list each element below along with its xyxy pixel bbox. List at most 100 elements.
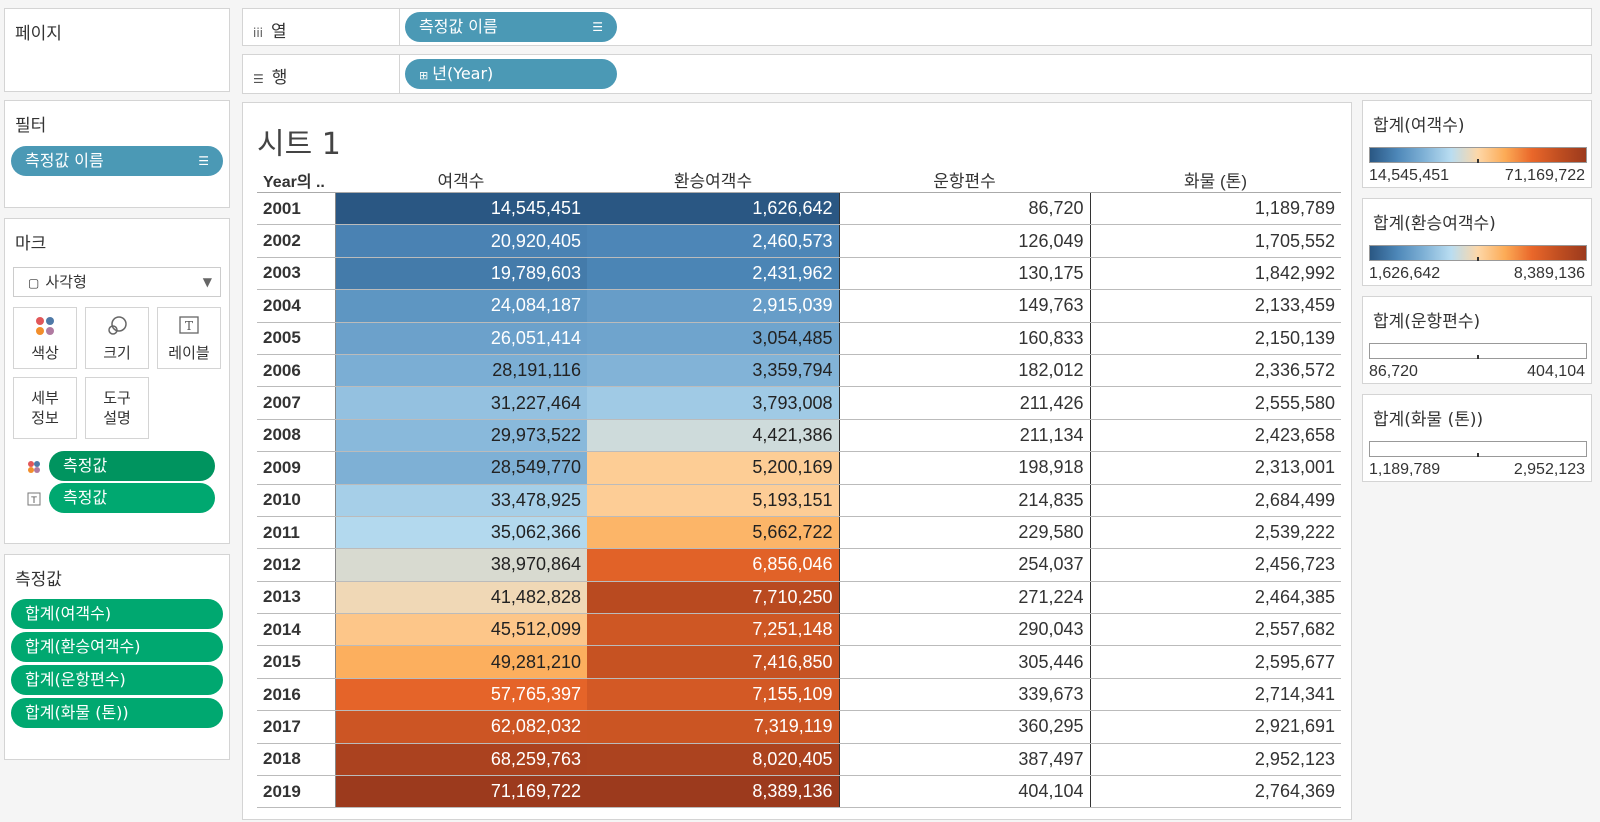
year-cell[interactable]: 2004 [257,289,336,323]
cargo-cell[interactable]: 2,539,222 [1090,516,1341,550]
year-cell[interactable]: 2005 [257,322,336,355]
rows-shelf[interactable]: ☰ 행 ⊞ 년(Year) [242,54,1592,94]
flights-cell[interactable]: 290,043 [839,613,1091,647]
passengers-cell[interactable]: 31,227,464 [335,386,587,420]
cargo-cell[interactable]: 2,952,123 [1090,743,1341,777]
flights-cell[interactable]: 149,763 [839,289,1091,323]
flights-cell[interactable]: 387,497 [839,743,1091,777]
passengers-cell[interactable]: 14,545,451 [335,192,587,226]
measure-pill[interactable]: 합계(화물 (톤)) [11,698,223,728]
transfer-cell[interactable]: 8,389,136 [587,775,840,809]
cargo-cell[interactable]: 2,555,580 [1090,386,1341,420]
measure-pill[interactable]: 합계(환승여객수) [11,632,223,662]
passengers-cell[interactable]: 28,549,770 [335,451,587,485]
measure-pill[interactable]: 합계(운항편수) [11,665,223,695]
year-cell[interactable]: 2018 [257,743,336,777]
cargo-cell[interactable]: 2,595,677 [1090,645,1341,679]
transfer-cell[interactable]: 7,416,850 [587,645,840,679]
transfer-column-header[interactable]: 환승여객수 [587,167,839,193]
transfer-cell[interactable]: 1,626,642 [587,192,840,226]
flights-cell[interactable]: 404,104 [839,775,1091,809]
transfer-cell[interactable]: 2,431,962 [587,257,840,291]
color-measure-values-pill[interactable]: 측정값 [49,451,215,481]
columns-shelf[interactable]: iii 열 측정값 이름 ☰ [242,8,1592,46]
year-cell[interactable]: 2010 [257,484,336,517]
transfer-cell[interactable]: 2,460,573 [587,224,840,258]
passengers-cell[interactable]: 57,765,397 [335,678,587,712]
passengers-cell[interactable]: 29,973,522 [335,419,587,453]
transfer-cell[interactable]: 7,710,250 [587,581,840,615]
cargo-cell[interactable]: 1,705,552 [1090,224,1341,258]
cargo-cell[interactable]: 2,456,723 [1090,548,1341,582]
transfer-cell[interactable]: 3,054,485 [587,322,840,355]
year-cell[interactable]: 2013 [257,581,336,615]
passengers-cell[interactable]: 41,482,828 [335,581,587,615]
cargo-cell[interactable]: 2,557,682 [1090,613,1341,647]
flights-cell[interactable]: 182,012 [839,354,1091,388]
cargo-cell[interactable]: 1,842,992 [1090,257,1341,291]
year-cell[interactable]: 2016 [257,678,336,712]
year-cell[interactable]: 2012 [257,548,336,582]
transfer-cell[interactable]: 7,251,148 [587,613,840,647]
year-cell[interactable]: 2007 [257,386,336,420]
flights-cell[interactable]: 254,037 [839,548,1091,582]
transfer-cell[interactable]: 4,421,386 [587,419,840,453]
passengers-cell[interactable]: 20,920,405 [335,224,587,258]
passengers-column-header[interactable]: 여객수 [335,167,587,193]
year-cell[interactable]: 2003 [257,257,336,291]
cargo-cell[interactable]: 2,921,691 [1090,710,1341,744]
transfer-cell[interactable]: 5,193,151 [587,484,840,517]
flights-cell[interactable]: 160,833 [839,322,1091,355]
year-cell[interactable]: 2015 [257,645,336,679]
mark-type-dropdown[interactable]: ▢ 사각형 ▼ [13,267,221,297]
passengers-cell[interactable]: 33,478,925 [335,484,587,517]
transfer-cell[interactable]: 5,662,722 [587,516,840,550]
year-cell[interactable]: 2011 [257,516,336,550]
color-card[interactable]: 색상 [13,307,77,369]
year-cell[interactable]: 2002 [257,224,336,258]
flights-cell[interactable]: 271,224 [839,581,1091,615]
label-measure-values-pill[interactable]: 측정값 [49,483,215,513]
year-cell[interactable]: 2017 [257,710,336,744]
flights-cell[interactable]: 339,673 [839,678,1091,712]
year-cell[interactable]: 2006 [257,354,336,388]
cargo-cell[interactable]: 1,189,789 [1090,192,1341,226]
flights-cell[interactable]: 214,835 [839,484,1091,517]
year-cell[interactable]: 2009 [257,451,336,485]
year-cell[interactable]: 2014 [257,613,336,647]
year-cell[interactable]: 2019 [257,775,336,809]
passengers-cell[interactable]: 45,512,099 [335,613,587,647]
flights-cell[interactable]: 198,918 [839,451,1091,485]
passengers-cell[interactable]: 28,191,116 [335,354,587,388]
legend-cargo[interactable]: 합계(화물 (톤)) 1,189,789 2,952,123 [1362,394,1592,482]
transfer-cell[interactable]: 3,359,794 [587,354,840,388]
passengers-cell[interactable]: 62,082,032 [335,710,587,744]
passengers-cell[interactable]: 35,062,366 [335,516,587,550]
detail-card[interactable]: 세부 정보 [13,377,77,439]
passengers-cell[interactable]: 71,169,722 [335,775,587,809]
cargo-cell[interactable]: 2,336,572 [1090,354,1341,388]
rows-year-pill[interactable]: ⊞ 년(Year) [405,59,617,89]
cargo-cell[interactable]: 2,150,139 [1090,322,1341,355]
year-cell[interactable]: 2008 [257,419,336,453]
cargo-cell[interactable]: 2,464,385 [1090,581,1341,615]
cargo-cell[interactable]: 2,133,459 [1090,289,1341,323]
flights-cell[interactable]: 211,426 [839,386,1091,420]
passengers-cell[interactable]: 38,970,864 [335,548,587,582]
flights-cell[interactable]: 130,175 [839,257,1091,291]
flights-cell[interactable]: 360,295 [839,710,1091,744]
filters-panel[interactable]: 필터 측정값 이름 ☰ [4,100,230,208]
cargo-cell[interactable]: 2,714,341 [1090,678,1341,712]
flights-column-header[interactable]: 운항편수 [839,167,1090,193]
year-column-header[interactable]: Year의 .. [257,167,335,193]
passengers-cell[interactable]: 19,789,603 [335,257,587,291]
flights-cell[interactable]: 211,134 [839,419,1091,453]
flights-cell[interactable]: 86,720 [839,192,1091,226]
transfer-cell[interactable]: 8,020,405 [587,743,840,777]
cargo-cell[interactable]: 2,684,499 [1090,484,1341,517]
legend-passengers[interactable]: 합계(여객수) 14,545,451 71,169,722 [1362,100,1592,188]
pages-panel[interactable]: 페이지 [4,8,230,92]
transfer-cell[interactable]: 7,319,119 [587,710,840,744]
flights-cell[interactable]: 229,580 [839,516,1091,550]
transfer-cell[interactable]: 6,856,046 [587,548,840,582]
